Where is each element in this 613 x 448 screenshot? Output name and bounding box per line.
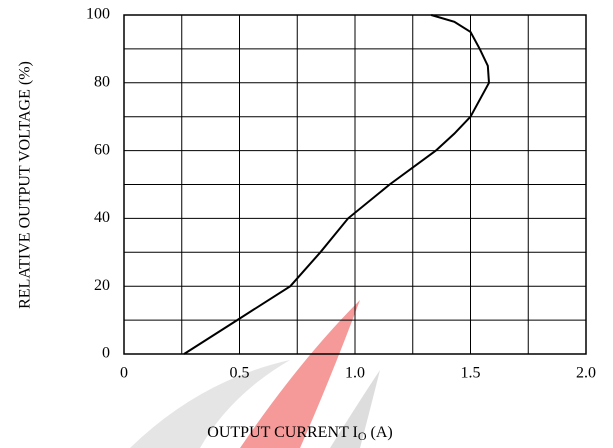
watermark <box>330 370 380 448</box>
y-tick-label: 20 <box>94 277 110 294</box>
x-tick-label: 0 <box>120 365 128 382</box>
plot-frame <box>123 14 587 355</box>
x-axis-label: OUTPUT CURRENT IO (A) <box>207 424 392 443</box>
x-tick-label: 0.5 <box>230 365 250 382</box>
y-tick-label: 0 <box>102 345 110 362</box>
y-tick-label: 100 <box>86 6 110 23</box>
watermark <box>130 360 290 448</box>
x-tick-label: 1.5 <box>461 365 481 382</box>
y-tick-label: 60 <box>94 141 110 158</box>
y-axis-label: RELATIVE OUTPUT VOLTAGE (%) <box>17 61 34 309</box>
y-tick-label: 80 <box>94 73 110 90</box>
watermark <box>240 300 360 448</box>
x-tick-label: 1.0 <box>345 365 365 382</box>
y-tick-label: 40 <box>94 209 110 226</box>
curve <box>183 14 490 355</box>
x-tick-label: 2.0 <box>576 365 596 382</box>
